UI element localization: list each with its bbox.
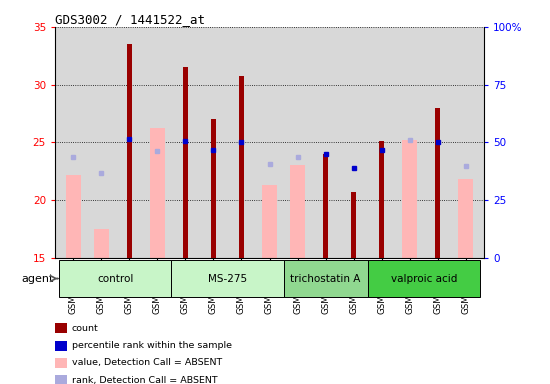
Text: value, Detection Call = ABSENT: value, Detection Call = ABSENT	[72, 358, 222, 367]
FancyBboxPatch shape	[283, 260, 367, 298]
Bar	[127, 44, 132, 258]
Text: control: control	[97, 273, 134, 283]
Bar	[435, 108, 440, 258]
Bar	[379, 141, 384, 258]
Bar	[65, 174, 81, 258]
Text: GDS3002 / 1441522_at: GDS3002 / 1441522_at	[55, 13, 205, 26]
Text: count: count	[72, 324, 98, 333]
Bar	[94, 229, 109, 258]
Text: percentile rank within the sample: percentile rank within the sample	[72, 341, 232, 350]
Bar	[239, 76, 244, 258]
FancyBboxPatch shape	[367, 260, 480, 298]
Bar	[351, 192, 356, 258]
FancyBboxPatch shape	[172, 260, 283, 298]
Bar	[458, 179, 474, 258]
Text: trichostatin A: trichostatin A	[290, 273, 361, 283]
Bar	[402, 140, 417, 258]
Bar	[211, 119, 216, 258]
Bar	[262, 185, 277, 258]
Bar	[150, 128, 165, 258]
Text: agent: agent	[22, 273, 54, 283]
Bar	[183, 67, 188, 258]
Bar	[290, 165, 305, 258]
Bar	[323, 154, 328, 258]
FancyBboxPatch shape	[59, 260, 172, 298]
Text: valproic acid: valproic acid	[390, 273, 457, 283]
Text: rank, Detection Call = ABSENT: rank, Detection Call = ABSENT	[72, 376, 217, 384]
Text: MS-275: MS-275	[208, 273, 247, 283]
